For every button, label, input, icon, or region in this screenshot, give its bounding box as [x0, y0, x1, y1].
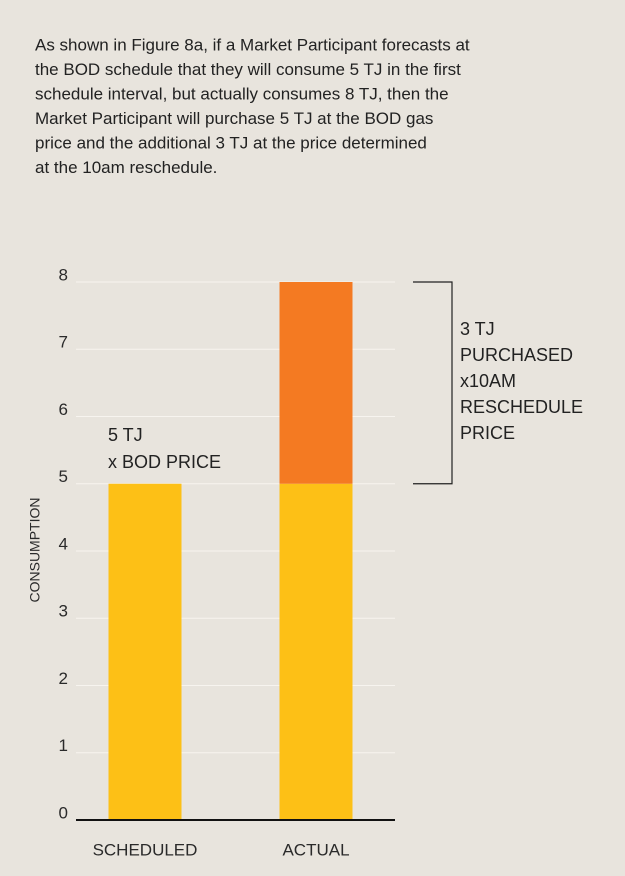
y-tick-label: 0	[59, 803, 68, 822]
y-tick-label: 8	[59, 265, 68, 284]
description-line: As shown in Figure 8a, if a Market Parti…	[35, 35, 470, 54]
bar-segment	[108, 483, 182, 820]
y-tick-label: 3	[59, 602, 68, 621]
y-axis-label: CONSUMPTION	[27, 498, 43, 603]
bar-segment	[279, 483, 353, 820]
description-line: price and the additional 3 TJ at the pri…	[35, 133, 427, 152]
description-line: the BOD schedule that they will consume …	[35, 60, 461, 79]
bar-segment	[279, 282, 353, 484]
x-tick-label: SCHEDULED	[93, 840, 198, 859]
y-tick-label: 2	[59, 669, 68, 688]
y-tick-label: 6	[59, 400, 68, 419]
annotation-line: 3 TJ	[460, 319, 495, 339]
description-line: Market Participant will purchase 5 TJ at…	[35, 109, 433, 128]
bracket	[413, 281, 453, 485]
y-tick-label: 1	[59, 736, 68, 755]
annotation-line: x10AM	[460, 371, 516, 391]
x-tick-label: ACTUAL	[282, 840, 349, 859]
annotation-line: RESCHEDULE	[460, 397, 583, 417]
description-line: schedule interval, but actually consumes…	[35, 84, 449, 103]
y-tick-label: 4	[59, 534, 68, 553]
y-tick-label: 5	[59, 467, 68, 486]
annotation-line: PURCHASED	[460, 345, 573, 365]
annotation-line: 5 TJ	[108, 425, 143, 445]
description-line: at the 10am reschedule.	[35, 158, 217, 177]
annotation-line: PRICE	[460, 423, 515, 443]
y-tick-label: 7	[59, 333, 68, 352]
annotation-line: x BOD PRICE	[108, 452, 221, 472]
